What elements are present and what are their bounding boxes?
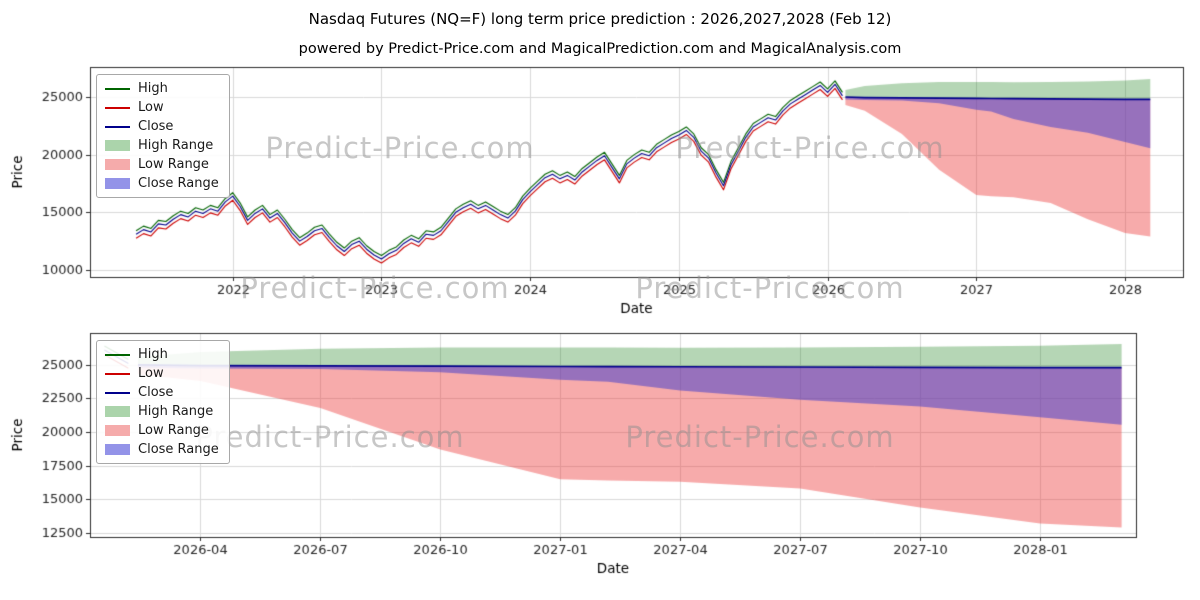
legend-item-high-range: High Range	[105, 404, 219, 419]
legend-item-low: Low	[105, 366, 219, 381]
legend-item-close-range: Close Range	[105, 176, 219, 191]
legend-item-high-range: High Range	[105, 138, 219, 153]
legend-item-low: Low	[105, 100, 219, 115]
watermark-text: Predict-Price.com	[240, 271, 510, 305]
legend-label: Close Range	[138, 442, 219, 457]
watermark-text: Predict-Price.com	[265, 131, 535, 165]
high-range-swatch	[105, 140, 130, 151]
legend-label: Low	[138, 366, 164, 381]
legend-label: High Range	[138, 138, 214, 153]
watermark-text: Predict-Price.com	[635, 271, 905, 305]
legend-label: Low Range	[138, 423, 209, 438]
close-swatch	[105, 391, 130, 394]
watermark-text: Predict-Price.com	[195, 420, 465, 454]
low-swatch	[105, 372, 130, 375]
low-swatch	[105, 106, 130, 109]
legend-item-low-range: Low Range	[105, 423, 219, 438]
low-range-swatch	[105, 159, 130, 170]
page-title: Nasdaq Futures (NQ=F) long term price pr…	[308, 10, 892, 28]
legend-item-close: Close	[105, 385, 219, 400]
legend-label: High	[138, 347, 168, 362]
legend-label: High	[138, 81, 168, 96]
high-swatch	[105, 87, 130, 90]
legend-item-close-range: Close Range	[105, 442, 219, 457]
close-swatch	[105, 125, 130, 128]
legend-bottom-chart: High Low Close High Range Low Range Close Ran…	[96, 340, 230, 464]
high-swatch	[105, 353, 130, 356]
legend-item-close: Close	[105, 119, 219, 134]
legend-label: Close	[138, 119, 174, 134]
high-range-swatch	[105, 406, 130, 417]
chart-subtitle: powered by Predict-Price.com and Magical…	[298, 41, 902, 57]
legend-item-low-range: Low Range	[105, 157, 219, 172]
legend-label: Close	[138, 385, 174, 400]
low-range-swatch	[105, 425, 130, 436]
legend-top-chart: High Low Close High Range Low Range Close Ran…	[96, 74, 230, 198]
close-range-swatch	[105, 178, 130, 189]
legend-label: Low	[138, 100, 164, 115]
legend-label: Close Range	[138, 176, 219, 191]
legend-label: High Range	[138, 404, 214, 419]
close-range-swatch	[105, 444, 130, 455]
watermark-text: Predict-Price.com	[625, 420, 895, 454]
legend-item-high: High	[105, 81, 219, 96]
legend-item-high: High	[105, 347, 219, 362]
watermark-text: Predict-Price.com	[675, 131, 945, 165]
legend-label: Low Range	[138, 157, 209, 172]
